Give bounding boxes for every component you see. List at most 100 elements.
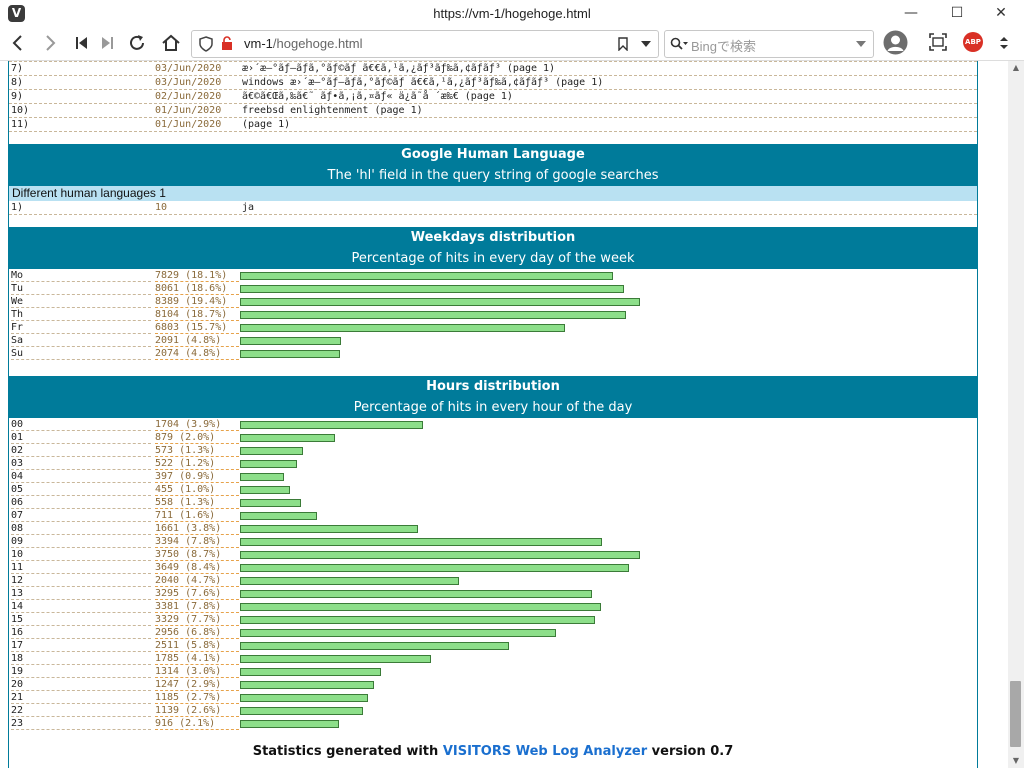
- bar: [240, 720, 339, 728]
- bar: [240, 473, 284, 481]
- search-icon[interactable]: [670, 37, 688, 51]
- bar-label: 23: [11, 717, 151, 730]
- bar: [240, 577, 459, 585]
- visitors-link[interactable]: VISITORS Web Log Analyzer: [442, 744, 648, 759]
- bar-row: 14 3381 (7.8%): [9, 600, 977, 613]
- bar-row: Tu 8061 (18.6%): [9, 282, 977, 295]
- home-button[interactable]: [159, 31, 183, 55]
- bar-row: 22 1139 (2.6%): [9, 704, 977, 717]
- weekdays-title: Weekdays distribution: [410, 230, 576, 245]
- maximize-button[interactable]: ☐: [950, 5, 964, 21]
- vertical-scrollbar[interactable]: ▲ ▼: [1008, 61, 1024, 768]
- date: 03/Jun/2020: [155, 77, 222, 88]
- bar-label: 02: [11, 444, 151, 457]
- bar-label: 22: [11, 704, 151, 717]
- reload-button[interactable]: [125, 31, 149, 55]
- date: 01/Jun/2020: [155, 119, 222, 130]
- window-title: https://vm-1/hogehoge.html: [433, 6, 591, 21]
- bar-value: 455 (1.0%): [155, 483, 239, 496]
- bar-row: 05 455 (1.0%): [9, 483, 977, 496]
- bar: [240, 285, 624, 293]
- bar-row: 10 3750 (8.7%): [9, 548, 977, 561]
- bar: [240, 551, 640, 559]
- bar-label: 01: [11, 431, 151, 444]
- bar: [240, 460, 297, 468]
- capture-icon[interactable]: [929, 33, 947, 51]
- bar: [240, 337, 341, 345]
- section-spacer: [9, 215, 977, 227]
- bar-value: 2040 (4.7%): [155, 574, 239, 587]
- bar: [240, 655, 431, 663]
- date: 02/Jun/2020: [155, 91, 222, 102]
- bar-value: 2956 (6.8%): [155, 626, 239, 639]
- keyphrase: freebsd enlightenment (page 1): [242, 105, 423, 116]
- bar-label: 05: [11, 483, 151, 496]
- rewind-button[interactable]: [70, 31, 94, 55]
- count: 10: [155, 202, 168, 213]
- bookmark-icon[interactable]: [617, 37, 629, 51]
- bar-label: 16: [11, 626, 151, 639]
- date: 01/Jun/2020: [155, 105, 222, 116]
- bar: [240, 350, 340, 358]
- bar-value: 3295 (7.6%): [155, 587, 239, 600]
- table-row: 7) 03/Jun/2020 æ›´æ–°ãƒ—ãƒã‚°ãƒ©ãƒ ã€€ã‚¹ã…: [9, 62, 977, 76]
- bar: [240, 707, 363, 715]
- page-viewport[interactable]: 7) 03/Jun/2020 æ›´æ–°ãƒ—ãƒã‚°ãƒ©ãƒ ã€€ã‚¹ã…: [0, 61, 1008, 768]
- bar-label: 00: [11, 418, 151, 431]
- bar-value: 3381 (7.8%): [155, 600, 239, 613]
- bar-label: 07: [11, 509, 151, 522]
- insecure-lock-icon[interactable]: [221, 36, 233, 51]
- rank: 9): [11, 91, 24, 102]
- bar-value: 3329 (7.7%): [155, 613, 239, 626]
- table-row-cut: [9, 61, 977, 62]
- scroll-up-icon[interactable]: ▲: [1012, 63, 1020, 72]
- vivaldi-logo-icon[interactable]: V: [8, 5, 25, 22]
- bar: [240, 486, 290, 494]
- extensions-menu-icon[interactable]: [999, 37, 1009, 49]
- keyphrase: windows æ›´æ–°ãƒ—ãƒã‚°ãƒ©ãƒ ã€€ã‚¹ã‚¿ãƒ³…: [242, 77, 604, 88]
- profile-avatar-icon[interactable]: [883, 30, 908, 55]
- forward-button[interactable]: [38, 31, 62, 55]
- bar: [240, 434, 335, 442]
- bar-row: Th 8104 (18.7%): [9, 308, 977, 321]
- table-row: 9) 02/Jun/2020 ã€©ã€Œã‚‰ã€˜ ãƒ•ã‚¡ã‚¤ãƒ« ä…: [9, 90, 977, 104]
- scroll-thumb[interactable]: [1010, 681, 1021, 747]
- bar-value: 1247 (2.9%): [155, 678, 239, 691]
- bar: [240, 298, 640, 306]
- bar-value: 1314 (3.0%): [155, 665, 239, 678]
- fast-forward-button[interactable]: [95, 31, 119, 55]
- bar: [240, 512, 317, 520]
- bar-value: 8104 (18.7%): [155, 308, 239, 321]
- scroll-down-icon[interactable]: ▼: [1012, 756, 1020, 765]
- search-engine-dropdown-icon[interactable]: [856, 41, 866, 47]
- bar-value: 3649 (8.4%): [155, 561, 239, 574]
- close-button[interactable]: ✕: [995, 5, 1007, 21]
- bar-row: 17 2511 (5.8%): [9, 639, 977, 652]
- bar-label: 04: [11, 470, 151, 483]
- bar-value: 573 (1.3%): [155, 444, 239, 457]
- search-bar[interactable]: Bingで検索: [664, 30, 874, 58]
- adblock-icon[interactable]: ABP: [963, 32, 983, 52]
- bar-row: Fr 6803 (15.7%): [9, 321, 977, 334]
- weekdays-list: Mo 7829 (18.1%) Tu 8061 (18.6%) We 8389 (19.4…: [9, 269, 977, 360]
- report-frame: 7) 03/Jun/2020 æ›´æ–°ãƒ—ãƒã‚°ãƒ©ãƒ ã€€ã‚¹ã…: [8, 61, 978, 768]
- bar-value: 1785 (4.1%): [155, 652, 239, 665]
- address-bar[interactable]: vm-1/hogehoge.html: [191, 30, 659, 58]
- bar-label: Tu: [11, 282, 151, 295]
- weekdays-subtitle: Percentage of hits in every day of the w…: [351, 251, 635, 266]
- chevron-down-icon[interactable]: [641, 41, 651, 47]
- home-icon: [162, 34, 180, 51]
- minimize-button[interactable]: —: [904, 5, 918, 21]
- bar-value: 6803 (15.7%): [155, 321, 239, 334]
- language-section-header: Google Human Language The 'hl' field in …: [9, 144, 977, 186]
- shield-icon[interactable]: [199, 36, 213, 52]
- bar-label: 15: [11, 613, 151, 626]
- back-button[interactable]: [6, 31, 30, 55]
- bar: [240, 447, 303, 455]
- url-text[interactable]: vm-1/hogehoge.html: [244, 36, 363, 51]
- bar-label: Th: [11, 308, 151, 321]
- url-host: vm-1: [244, 36, 273, 51]
- bar-value: 8389 (19.4%): [155, 295, 239, 308]
- bar-label: 08: [11, 522, 151, 535]
- rank: 10): [11, 105, 30, 116]
